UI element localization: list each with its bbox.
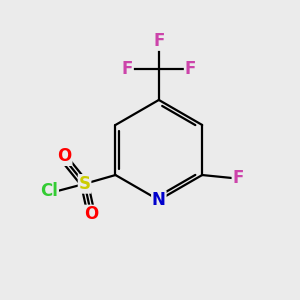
Text: O: O xyxy=(84,206,98,224)
Text: Cl: Cl xyxy=(40,182,58,200)
Text: S: S xyxy=(79,175,91,193)
Text: F: F xyxy=(122,60,133,78)
Text: F: F xyxy=(232,169,244,187)
Text: F: F xyxy=(185,60,196,78)
Text: F: F xyxy=(153,32,164,50)
Text: O: O xyxy=(57,147,72,165)
Text: N: N xyxy=(152,191,166,209)
